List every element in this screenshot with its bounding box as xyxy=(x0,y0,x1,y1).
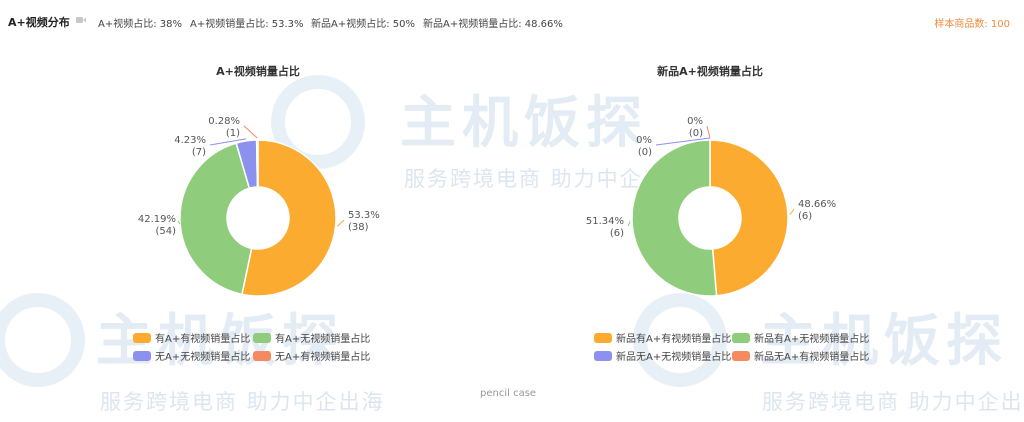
stat-new-a-plus-video-share: 新品A+视频占比: 50% xyxy=(311,19,415,30)
data-label: 42.19% xyxy=(138,214,176,225)
video-icon[interactable] xyxy=(76,16,86,24)
leader-line xyxy=(789,208,795,215)
legend-label: 新品有A+有视频销量占比 xyxy=(616,332,731,345)
data-label: (38) xyxy=(348,222,369,233)
data-label: 0.28% xyxy=(208,116,240,127)
donut-slice[interactable] xyxy=(241,139,337,297)
page-title: A+视频分布 xyxy=(8,16,70,29)
leader-line xyxy=(337,219,345,227)
leader-line xyxy=(627,221,631,227)
data-label: 0% xyxy=(687,116,703,127)
legend-label: 无A+无视频销量占比 xyxy=(155,350,250,363)
legend-swatch[interactable] xyxy=(133,333,151,343)
chart-title: 新品A+视频销量占比 xyxy=(657,64,763,78)
leader-line xyxy=(177,220,181,225)
data-label: 51.34% xyxy=(586,216,624,227)
donut-slice[interactable] xyxy=(255,139,259,188)
data-label: (0) xyxy=(689,128,703,139)
legend-swatch[interactable] xyxy=(253,333,271,343)
data-label: (0) xyxy=(638,147,652,158)
legend-swatch[interactable] xyxy=(732,333,750,343)
leader-line xyxy=(209,138,247,146)
legend-swatch[interactable] xyxy=(594,333,612,343)
legend-label: 有A+有视频销量占比 xyxy=(155,332,250,345)
data-label: 53.3% xyxy=(348,210,380,221)
legend-swatch[interactable] xyxy=(594,351,612,361)
data-label: 4.23% xyxy=(174,135,206,146)
data-label: (7) xyxy=(192,147,206,158)
legend-label: 有A+无视频销量占比 xyxy=(275,332,370,345)
legend-label: 新品有A+无视频销量占比 xyxy=(754,332,869,345)
donut-slice[interactable] xyxy=(709,139,789,297)
donut-slice[interactable] xyxy=(631,139,718,297)
legend-swatch[interactable] xyxy=(732,351,750,361)
leader-line xyxy=(655,137,711,146)
leader-line xyxy=(243,125,258,139)
stat-a-plus-video-sales-share: A+视频销量占比: 53.3% xyxy=(190,19,304,30)
legend-swatch[interactable] xyxy=(253,351,271,361)
data-label: 0% xyxy=(636,135,652,146)
sample-count: 样本商品数: 100 xyxy=(934,19,1010,30)
data-label: (6) xyxy=(610,228,624,239)
category-label: pencil case xyxy=(480,388,537,399)
stat-new-a-plus-video-sales-share: 新品A+视频销量占比: 48.66% xyxy=(423,19,563,30)
stat-a-plus-video-share: A+视频占比: 38% xyxy=(98,19,182,30)
data-label: (1) xyxy=(226,128,240,139)
chart-title: A+视频销量占比 xyxy=(216,64,300,78)
globe-icon xyxy=(0,75,727,387)
data-label: (6) xyxy=(798,211,812,222)
legend-label: 新品无A+有视频销量占比 xyxy=(754,350,869,363)
leader-line xyxy=(706,125,711,139)
legend-swatch[interactable] xyxy=(133,351,151,361)
data-label: 48.66% xyxy=(798,199,836,210)
data-label: (54) xyxy=(155,226,176,237)
legend-label: 无A+有视频销量占比 xyxy=(275,350,370,363)
header-bar: A+视频分布 A+视频占比: 38% A+视频销量占比: 53.3% 新品A+视… xyxy=(0,0,1024,42)
donut-slice[interactable] xyxy=(179,142,253,296)
legend-label: 新品无A+无视频销量占比 xyxy=(616,350,731,363)
